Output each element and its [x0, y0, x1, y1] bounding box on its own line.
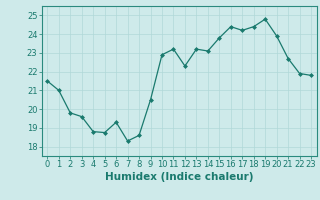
- X-axis label: Humidex (Indice chaleur): Humidex (Indice chaleur): [105, 172, 253, 182]
